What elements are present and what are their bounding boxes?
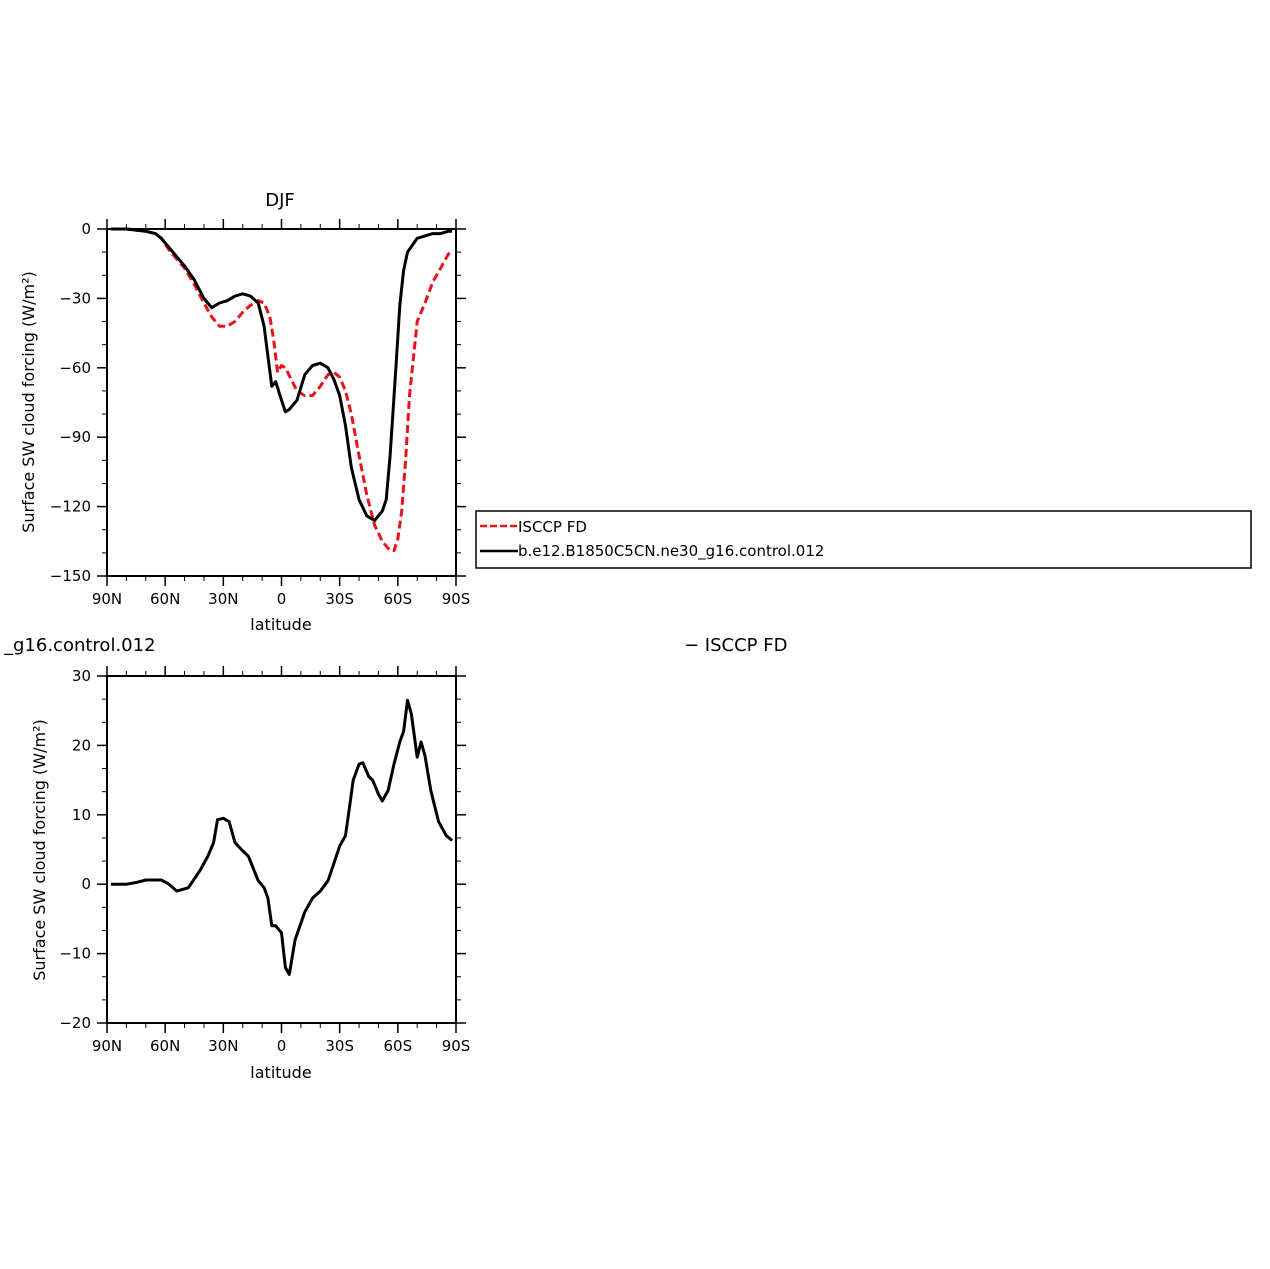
bottom-x-tick-label: 90N (92, 1037, 122, 1055)
top-x-axis-title: latitude (250, 615, 311, 634)
top-x-tick-label: 90N (92, 590, 122, 608)
bottom-x-tick-label: 60S (384, 1037, 413, 1055)
bottom-y-tick-label: −20 (59, 1014, 91, 1032)
top-panel: DJF 90N 60N 30N 0 30S 60S 90S 0 −30 −60 −90 −120 −15… (19, 190, 470, 634)
bottom-series-group (110, 698, 454, 976)
top-y-axis-title: Surface SW cloud forcing (W/m²) (19, 271, 38, 532)
top-y-tick-label: −30 (59, 289, 91, 307)
legend: ISCCP FD b.e12.B1850C5CN.ne30_g16.contro… (475, 510, 1252, 569)
bottom-chart-title: _g16.control.012 (3, 635, 156, 656)
top-series-line-1 (110, 227, 453, 522)
bottom-x-tick-label: 90S (442, 1037, 471, 1055)
bottom-x-tick-label: 0 (277, 1037, 287, 1055)
top-x-tick-label: 60S (384, 590, 413, 608)
top-x-tick-label: 30N (208, 590, 238, 608)
top-series-group (110, 227, 454, 553)
bottom-x-axis-title: latitude (250, 1063, 311, 1082)
bottom-y-tick-label: 30 (72, 667, 91, 685)
top-x-tick-label: 30S (325, 590, 354, 608)
legend-box (475, 510, 1252, 569)
bottom-x-tick-label: 30N (208, 1037, 238, 1055)
top-y-tick-label: −120 (50, 498, 91, 516)
bottom-series-line-0 (110, 698, 454, 976)
top-x-tick-label: 0 (277, 590, 287, 608)
top-series-line-0 (110, 227, 454, 553)
top-chart-title: DJF (265, 190, 295, 211)
bottom-x-tick-label: 30S (325, 1037, 354, 1055)
top-x-tick-label: 90S (442, 590, 471, 608)
bottom-y-tick-label: 10 (72, 806, 91, 824)
top-y-tick-label: −150 (50, 567, 91, 585)
top-y-tick-label: −60 (59, 359, 91, 377)
bottom-axis-ticks: 90N 60N 30N 0 30S 60S 90S 30 20 10 0 −10 −20 (59, 666, 470, 1055)
top-x-tick-label: 60N (150, 590, 180, 608)
top-axis-ticks: 90N 60N 30N 0 30S 60S 90S 0 −30 −60 −90 −120 −150 (50, 219, 471, 608)
legend-label-isccp: ISCCP FD (518, 518, 587, 536)
bottom-panel: _g16.control.012 − ISCCP FD 90N 60N 30N 0 30… (3, 635, 787, 1082)
bottom-y-tick-label: −10 (59, 945, 91, 963)
bottom-chart-right-title: − ISCCP FD (684, 635, 787, 656)
bottom-x-tick-label: 60N (150, 1037, 180, 1055)
top-y-tick-label: −90 (59, 428, 91, 446)
top-y-tick-label: 0 (81, 220, 91, 238)
bottom-y-tick-label: 0 (81, 875, 91, 893)
legend-label-model: b.e12.B1850C5CN.ne30_g16.control.012 (518, 542, 824, 561)
bottom-y-tick-label: 20 (72, 736, 91, 754)
bottom-y-axis-title: Surface SW cloud forcing (W/m²) (30, 719, 49, 980)
